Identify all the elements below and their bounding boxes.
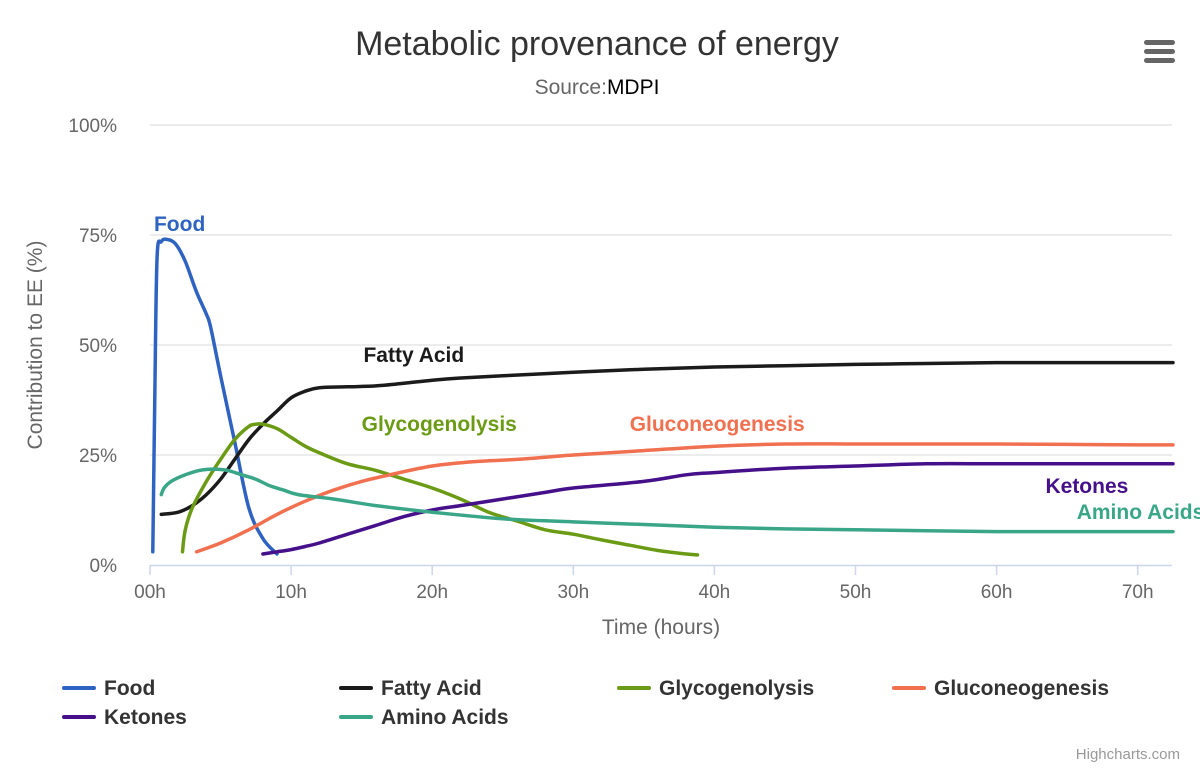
y-tick-label: 100%	[68, 116, 117, 137]
legend-label: Gluconeogenesis	[934, 677, 1109, 700]
x-tick-label: 10h	[275, 582, 307, 603]
x-tick-label: 30h	[557, 582, 589, 603]
legend: Food Fatty Acid Glycogenolysis Gluconeogene…	[62, 677, 1109, 729]
y-axis-title: Contribution to EE (%)	[24, 241, 47, 450]
x-tick-label: 40h	[699, 582, 731, 603]
series-line-gluconeogenesis[interactable]	[194, 442, 1175, 554]
legend-label: Ketones	[104, 706, 187, 729]
series-label-glycogenolysis: Glycogenolysis	[362, 413, 517, 436]
series-line-fatty-acid[interactable]	[159, 360, 1175, 517]
series-labels: Food Fatty Acid Glycogenolysis Gluconeogene…	[154, 213, 1200, 524]
series-label-ketones: Ketones	[1045, 475, 1128, 498]
y-tick-label: 75%	[79, 226, 117, 247]
x-axis-ticks: 00h 10h 20h 30h 40h 50h 60h 70h	[134, 565, 1154, 603]
legend-item-gluconeogenesis[interactable]: Gluconeogenesis	[892, 677, 1109, 700]
legend-label: Food	[104, 677, 155, 700]
x-tick-label: 00h	[134, 582, 166, 603]
legend-item-fatty-acid[interactable]: Fatty Acid	[339, 677, 482, 700]
series-label-food: Food	[154, 213, 205, 236]
y-axis-ticks: 0% 25% 50% 75% 100%	[68, 116, 117, 577]
series-lines	[151, 237, 1175, 557]
x-tick-label: 70h	[1122, 582, 1154, 603]
y-tick-label: 50%	[79, 336, 117, 357]
series-line-food[interactable]	[151, 237, 279, 556]
series-label-gluconeogenesis: Gluconeogenesis	[630, 413, 805, 436]
legend-item-amino-acids[interactable]: Amino Acids	[339, 706, 509, 729]
y-tick-label: 25%	[79, 446, 117, 467]
x-tick-label: 50h	[840, 582, 872, 603]
series-label-amino-acids: Amino Acids	[1077, 501, 1200, 524]
grid-lines	[150, 124, 1172, 456]
subtitle-prefix: Source:	[535, 76, 607, 99]
series-line-amino-acids[interactable]	[159, 467, 1175, 534]
legend-label: Amino Acids	[381, 706, 509, 729]
series-line-ketones[interactable]	[261, 461, 1175, 556]
context-menu-button[interactable]	[1143, 38, 1177, 66]
legend-label: Fatty Acid	[381, 677, 482, 700]
series-label-fatty-acid: Fatty Acid	[363, 344, 464, 367]
legend-item-ketones[interactable]: Ketones	[62, 706, 187, 729]
chart-title: Metabolic provenance of energy	[355, 25, 839, 63]
y-tick-label: 0%	[90, 556, 118, 577]
chart-subtitle: Source:MDPI	[535, 76, 660, 99]
series-line-glycogenolysis[interactable]	[180, 422, 700, 557]
x-tick-label: 60h	[981, 582, 1013, 603]
legend-item-food[interactable]: Food	[62, 677, 155, 700]
x-axis-title: Time (hours)	[602, 616, 720, 639]
legend-item-glycogenolysis[interactable]: Glycogenolysis	[617, 677, 814, 700]
x-tick-label: 20h	[416, 582, 448, 603]
legend-label: Glycogenolysis	[659, 677, 814, 700]
credits-link[interactable]: Highcharts.com	[1076, 746, 1180, 763]
subtitle-source: MDPI	[607, 76, 660, 99]
hamburger-menu-icon	[1144, 40, 1175, 63]
